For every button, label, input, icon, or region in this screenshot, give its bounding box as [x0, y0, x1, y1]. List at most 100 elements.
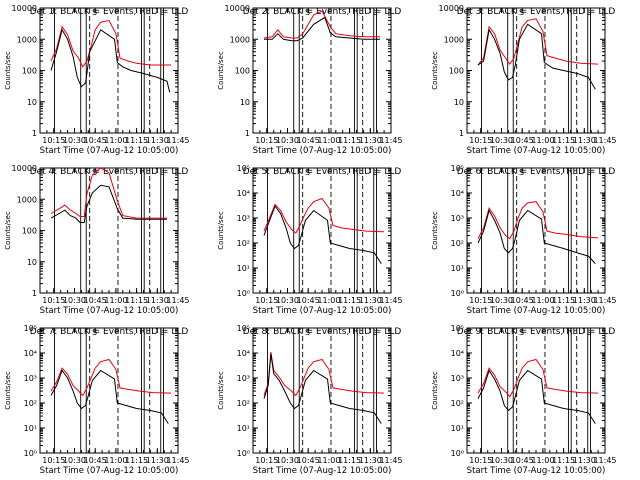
plot-frame: [252, 327, 392, 454]
x-tick-label: 11:45: [166, 296, 189, 305]
y-tick-label: 10⁰: [451, 289, 464, 298]
x-tick-label: 11:30: [573, 456, 596, 465]
x-tick-label: 11:45: [166, 136, 189, 145]
y-tick-label: 10¹: [24, 424, 37, 433]
event-marker-label: L: [373, 328, 378, 337]
x-tick-label: 11:45: [379, 456, 402, 465]
y-tick-label: 1: [32, 289, 37, 298]
event-marker-label: L: [373, 8, 378, 17]
y-tick-label: 10⁰: [237, 289, 250, 298]
event-marker-label: L: [160, 168, 165, 177]
x-tick-label: 10:30: [276, 456, 299, 465]
x-tick-label: 11:30: [359, 456, 382, 465]
event-marker-label: L: [587, 8, 592, 17]
y-tick-label: 100: [235, 67, 250, 76]
y-tick-label: 10³: [451, 214, 464, 223]
series-events-line: [477, 23, 596, 90]
x-tick-label: 10:15: [255, 296, 278, 305]
x-tick-label: 11:30: [573, 296, 596, 305]
y-tick-label: 10²: [237, 239, 250, 248]
y-tick-label: 1000: [444, 35, 464, 44]
x-tick-label: 10:45: [511, 296, 534, 305]
series-events-line: [50, 369, 169, 424]
y-tick-label: 10³: [24, 374, 37, 383]
y-tick-label: 10¹: [451, 424, 464, 433]
y-tick-label: 1000: [17, 35, 37, 44]
event-marker-label: S: [305, 328, 310, 337]
x-axis-label: Start Time (07-Aug-12 10:05:00): [467, 146, 606, 156]
x-tick-label: 10:15: [42, 296, 65, 305]
y-tick-label: 10: [240, 98, 250, 107]
y-tick-label: 10⁰: [451, 449, 464, 458]
x-axis-label: Start Time (07-Aug-12 10:05:00): [467, 466, 606, 476]
y-tick-label: 10²: [451, 399, 464, 408]
plot-frame: [39, 7, 179, 134]
y-tick-label: 10⁵: [237, 164, 250, 173]
y-axis-label: Counts/sec: [431, 51, 439, 90]
event-marker-label: L: [373, 168, 378, 177]
x-tick-label: 11:45: [593, 136, 616, 145]
x-tick-label: 10:15: [42, 456, 65, 465]
x-tick-label: 11:30: [146, 296, 169, 305]
series-lld-line: [263, 351, 385, 397]
y-axis-label: Counts/sec: [431, 371, 439, 410]
y-tick-label: 10⁵: [451, 324, 464, 333]
x-tick-label: 11:00: [317, 296, 340, 305]
x-tick-label: 11:00: [104, 456, 127, 465]
x-tick-label: 11:15: [125, 456, 148, 465]
panel-title: Det 1: BLACK = Events, RED = LLD: [30, 7, 189, 17]
event-marker-label: S: [305, 8, 310, 17]
x-tick-label: 10:30: [63, 136, 86, 145]
x-axis-label: Start Time (07-Aug-12 10:05:00): [40, 306, 179, 316]
panel-title: Det 3: BLACK = Events, RED = LLD: [457, 7, 616, 17]
detector-panel-5: Det 5: BLACK = Events, RED = LLD 10⁰ 10¹ 10…: [217, 164, 403, 316]
plot-frame: [39, 327, 179, 454]
series-events-line: [263, 354, 382, 424]
y-tick-label: 100: [22, 67, 37, 76]
x-axis-label: Start Time (07-Aug-12 10:05:00): [253, 146, 392, 156]
x-tick-label: 10:30: [276, 296, 299, 305]
event-marker-label: L: [160, 328, 165, 337]
x-tick-label: 10:45: [84, 136, 107, 145]
y-tick-label: 10⁴: [24, 349, 37, 358]
detector-panel-9: Det 9: BLACK = Events, RED = LLD 10⁰ 10¹ 10…: [431, 324, 617, 476]
y-tick-label: 10000: [225, 4, 250, 13]
y-tick-label: 10⁴: [237, 349, 250, 358]
y-tick-label: 10³: [237, 214, 250, 223]
y-tick-label: 10⁴: [451, 189, 464, 198]
event-marker-label: L: [587, 168, 592, 177]
y-tick-label: 10¹: [451, 264, 464, 273]
y-tick-label: 1: [245, 129, 250, 138]
x-tick-label: 10:45: [297, 136, 320, 145]
plot-frame: [252, 167, 392, 294]
y-tick-label: 10²: [451, 239, 464, 248]
x-tick-label: 11:15: [552, 136, 575, 145]
y-tick-label: 10³: [237, 374, 250, 383]
y-tick-label: 1: [32, 129, 37, 138]
x-tick-label: 10:30: [276, 136, 299, 145]
x-tick-label: 11:30: [359, 296, 382, 305]
x-tick-label: 10:30: [490, 296, 513, 305]
x-axis-label: Start Time (07-Aug-12 10:05:00): [40, 466, 179, 476]
x-tick-label: 11:30: [146, 136, 169, 145]
y-tick-label: 10: [27, 258, 37, 267]
event-marker-label: S: [92, 328, 97, 337]
detector-panel-8: Det 8: BLACK = Events, RED = LLD 10⁰ 10¹ 10…: [217, 324, 403, 476]
detector-panel-6: Det 6: BLACK = Events, RED = LLD 10⁰ 10¹ 10…: [431, 164, 617, 316]
panel-title: Det 8: BLACK = Events, RED = LLD: [243, 327, 402, 337]
x-tick-label: 11:45: [379, 296, 402, 305]
y-tick-label: 10: [27, 98, 37, 107]
plot-frame: [466, 327, 606, 454]
x-tick-label: 11:00: [317, 456, 340, 465]
x-tick-label: 11:30: [146, 456, 169, 465]
y-tick-label: 1000: [17, 195, 37, 204]
series-events-line: [264, 16, 380, 42]
x-tick-label: 11:00: [317, 136, 340, 145]
series-events-line: [263, 205, 382, 264]
x-tick-label: 10:45: [511, 136, 534, 145]
event-marker-label: S: [519, 328, 524, 337]
y-tick-label: 10: [454, 98, 464, 107]
event-marker-label: S: [305, 168, 310, 177]
y-tick-label: 10³: [451, 374, 464, 383]
